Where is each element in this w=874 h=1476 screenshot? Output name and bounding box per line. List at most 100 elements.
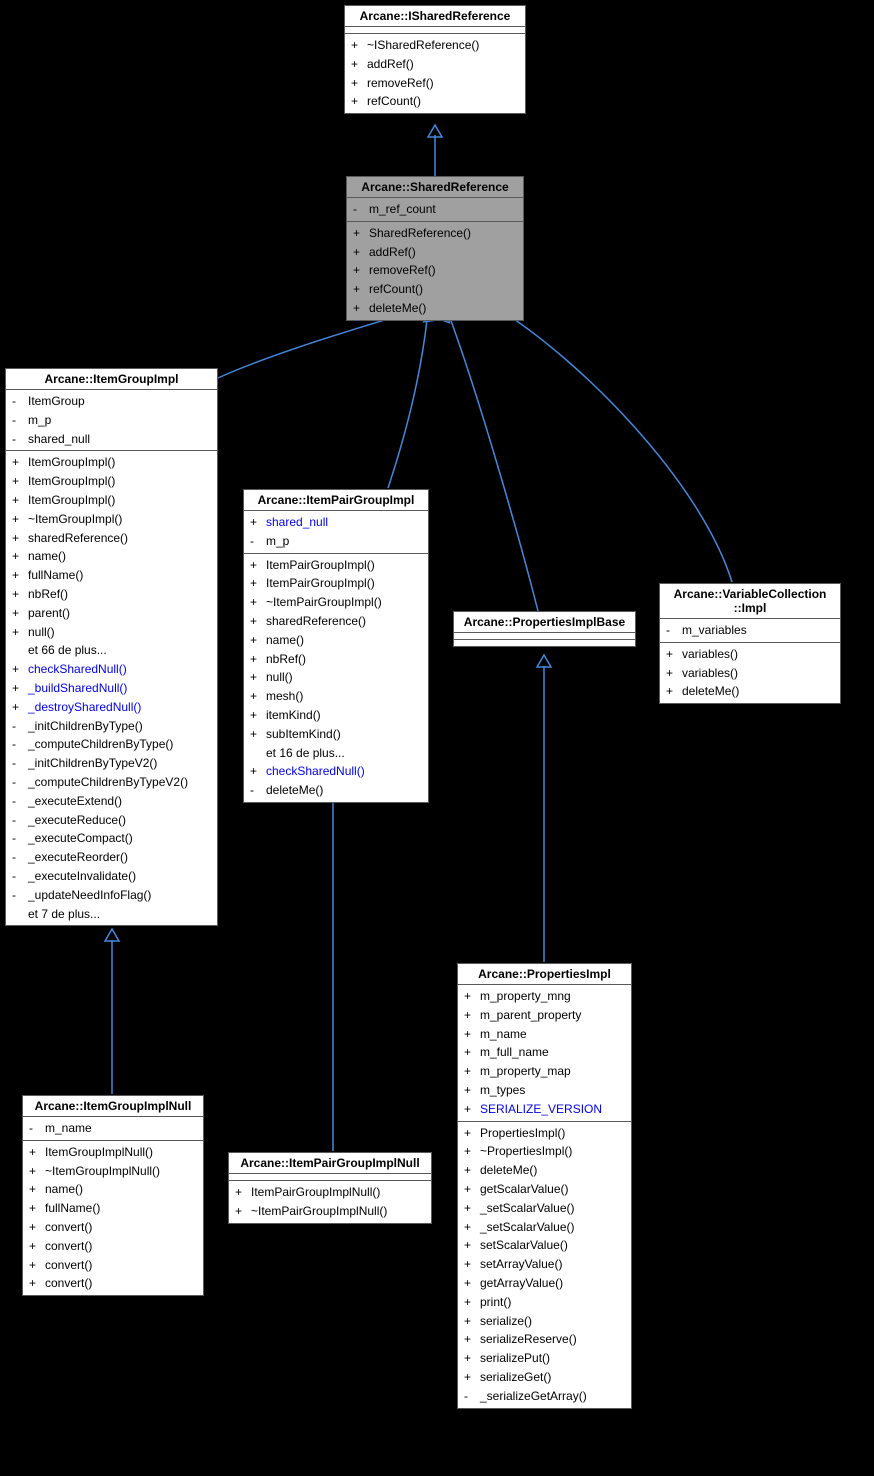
uml-member-row: +checkSharedNull() — [244, 762, 428, 781]
uml-member-name: _serializeGetArray() — [480, 1388, 625, 1405]
uml-member-name: convert() — [45, 1257, 197, 1274]
uml-visibility: + — [353, 281, 369, 298]
uml-member-name: addRef() — [369, 244, 517, 261]
uml-visibility: + — [250, 594, 266, 611]
uml-member-name: serializePut() — [480, 1350, 625, 1367]
uml-visibility: + — [235, 1184, 251, 1201]
uml-member-name: ItemGroup — [28, 393, 211, 410]
uml-member-name: ItemPairGroupImplNull() — [251, 1184, 425, 1201]
uml-class-propimplbase: Arcane::PropertiesImplBase — [453, 611, 636, 647]
uml-member-name: _updateNeedInfoFlag() — [28, 887, 211, 904]
uml-member-link[interactable]: checkSharedNull() — [266, 764, 365, 778]
uml-visibility — [250, 745, 266, 762]
uml-visibility: + — [12, 473, 28, 490]
uml-visibility: + — [250, 632, 266, 649]
uml-section: +ItemGroupImplNull()+~ItemGroupImplNull(… — [23, 1141, 203, 1295]
uml-visibility: + — [250, 669, 266, 686]
uml-visibility: + — [351, 75, 367, 92]
uml-visibility: + — [351, 56, 367, 73]
uml-member-name: name() — [45, 1181, 197, 1198]
uml-member-name: deleteMe() — [480, 1162, 625, 1179]
uml-member-row: -m_variables — [660, 621, 840, 640]
uml-section: -m_variables — [660, 619, 840, 643]
uml-member-name: mesh() — [266, 688, 422, 705]
uml-member-name: ItemPairGroupImpl() — [266, 557, 422, 574]
uml-member-name: m_name — [480, 1026, 625, 1043]
uml-member-row: +m_types — [458, 1081, 631, 1100]
inheritance-edge — [388, 320, 427, 488]
uml-member-name: getArrayValue() — [480, 1275, 625, 1292]
uml-member-row: et 16 de plus... — [244, 744, 428, 763]
uml-member-row: -_initChildrenByTypeV2() — [6, 754, 217, 773]
uml-member-row: -_updateNeedInfoFlag() — [6, 886, 217, 905]
uml-visibility: + — [29, 1200, 45, 1217]
uml-section: +ItemPairGroupImplNull()+~ItemPairGroupI… — [229, 1181, 431, 1223]
uml-member-name: shared_null — [266, 514, 422, 531]
uml-visibility: + — [464, 1125, 480, 1142]
uml-member-row: +serializeReserve() — [458, 1330, 631, 1349]
uml-visibility: + — [464, 1101, 480, 1118]
uml-member-name: m_full_name — [480, 1044, 625, 1061]
uml-class-itemgroupimplnull: Arcane::ItemGroupImplNull-m_name+ItemGro… — [22, 1095, 204, 1296]
uml-member-name: serializeGet() — [480, 1369, 625, 1386]
uml-member-name: addRef() — [367, 56, 519, 73]
uml-visibility: + — [666, 665, 682, 682]
uml-visibility: - — [12, 431, 28, 448]
uml-visibility: - — [12, 868, 28, 885]
uml-member-name: getScalarValue() — [480, 1181, 625, 1198]
uml-member-row: +PropertiesImpl() — [458, 1124, 631, 1143]
uml-member-row: -m_ref_count — [347, 200, 523, 219]
uml-member-row: +serializeGet() — [458, 1368, 631, 1387]
uml-member-name: convert() — [45, 1275, 197, 1292]
uml-member-name: m_ref_count — [369, 201, 517, 218]
uml-member-link[interactable]: SERIALIZE_VERSION — [480, 1102, 602, 1116]
uml-member-row: +convert() — [23, 1218, 203, 1237]
uml-visibility: + — [464, 1275, 480, 1292]
uml-visibility: - — [12, 774, 28, 791]
uml-section: +m_property_mng+m_parent_property+m_name… — [458, 985, 631, 1122]
uml-section: +ItemPairGroupImpl()+ItemPairGroupImpl()… — [244, 554, 428, 802]
uml-member-link[interactable]: _destroySharedNull() — [28, 700, 141, 714]
uml-visibility: - — [12, 718, 28, 735]
uml-member-row: +addRef() — [347, 243, 523, 262]
uml-member-row: -m_p — [244, 532, 428, 551]
uml-member-row: +refCount() — [347, 280, 523, 299]
uml-member-link[interactable]: shared_null — [266, 515, 328, 529]
uml-visibility: + — [353, 244, 369, 261]
uml-member-row: +name() — [244, 631, 428, 650]
uml-member-row: +getScalarValue() — [458, 1180, 631, 1199]
uml-section: +PropertiesImpl()+~PropertiesImpl()+dele… — [458, 1122, 631, 1408]
uml-member-row: -_computeChildrenByTypeV2() — [6, 773, 217, 792]
uml-member-row: +itemKind() — [244, 706, 428, 725]
uml-member-name: m_property_map — [480, 1063, 625, 1080]
uml-visibility: + — [464, 1369, 480, 1386]
uml-member-row: +deleteMe() — [458, 1161, 631, 1180]
uml-visibility: + — [250, 707, 266, 724]
uml-member-name: et 7 de plus... — [28, 906, 211, 923]
uml-visibility: + — [12, 511, 28, 528]
uml-member-name: m_p — [28, 412, 211, 429]
uml-visibility: - — [353, 201, 369, 218]
uml-member-link[interactable]: checkSharedNull() — [28, 662, 127, 676]
uml-member-name: null() — [28, 624, 211, 641]
uml-section — [345, 27, 525, 34]
uml-member-name: ItemPairGroupImpl() — [266, 575, 422, 592]
uml-member-name: SharedReference() — [369, 225, 517, 242]
uml-visibility: + — [250, 575, 266, 592]
uml-member-row: -_executeExtend() — [6, 792, 217, 811]
uml-member-name: fullName() — [45, 1200, 197, 1217]
uml-member-row: -_executeReduce() — [6, 811, 217, 830]
uml-visibility: + — [666, 683, 682, 700]
uml-member-link[interactable]: _buildSharedNull() — [28, 681, 127, 695]
uml-section: -m_ref_count — [347, 198, 523, 222]
uml-visibility: + — [464, 1237, 480, 1254]
uml-visibility: + — [464, 988, 480, 1005]
uml-member-row: +ItemGroupImplNull() — [23, 1143, 203, 1162]
uml-member-row: +_setScalarValue() — [458, 1218, 631, 1237]
uml-member-row: +m_parent_property — [458, 1006, 631, 1025]
uml-visibility: + — [12, 586, 28, 603]
uml-member-name: ItemGroupImpl() — [28, 492, 211, 509]
uml-member-name: et 66 de plus... — [28, 642, 211, 659]
uml-member-row: +shared_null — [244, 513, 428, 532]
uml-visibility: + — [29, 1144, 45, 1161]
